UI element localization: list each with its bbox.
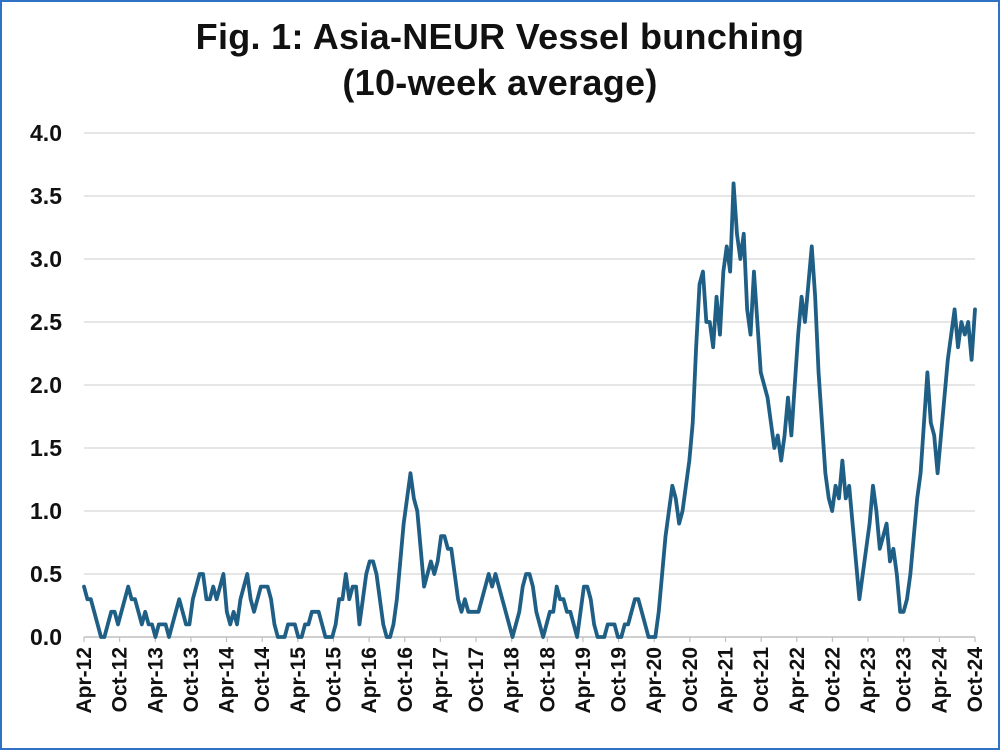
y-tick-label: 1.0 bbox=[30, 498, 62, 524]
x-tick-label: Oct-15 bbox=[322, 647, 345, 713]
gridlines bbox=[84, 132, 975, 575]
x-tick-label: Oct-17 bbox=[465, 647, 488, 712]
x-axis-ticks: Apr-12 Oct-12 Apr-13 Oct-13 Apr-14 Oct-14 Apr-… bbox=[73, 637, 987, 714]
x-tick-label: Apr-23 bbox=[857, 647, 880, 714]
x-tick-label: Oct-12 bbox=[109, 647, 132, 712]
x-tick-label: Apr-13 bbox=[144, 647, 167, 714]
y-tick-label: 3.5 bbox=[30, 183, 62, 209]
y-tick-label: 1.5 bbox=[30, 435, 62, 461]
x-tick-label: Oct-13 bbox=[180, 647, 203, 712]
x-tick-label: Oct-19 bbox=[608, 647, 631, 712]
x-tick-label: Apr-18 bbox=[501, 647, 524, 714]
x-tick-label: Apr-15 bbox=[287, 647, 310, 714]
y-axis-ticks: 0.0 0.5 1.0 1.5 2.0 2.5 3.0 3.5 4.0 bbox=[30, 120, 62, 650]
x-tick-label: Apr-24 bbox=[928, 647, 951, 714]
x-tick-label: Apr-22 bbox=[786, 647, 809, 714]
x-tick-label: Apr-14 bbox=[216, 647, 239, 714]
x-tick-label: Apr-17 bbox=[429, 647, 452, 714]
chart-subtitle: (10-week average) bbox=[342, 62, 658, 103]
x-tick-label: Oct-21 bbox=[750, 647, 773, 713]
y-tick-label: 3.0 bbox=[30, 246, 62, 272]
series-line bbox=[82, 181, 977, 639]
x-tick-label: Apr-16 bbox=[358, 647, 381, 714]
x-tick-label: Oct-16 bbox=[394, 647, 417, 712]
x-tick-label: Oct-14 bbox=[251, 647, 274, 713]
x-tick-label: Oct-23 bbox=[893, 647, 916, 712]
series-lines bbox=[82, 181, 977, 639]
x-tick-label: Oct-20 bbox=[679, 647, 702, 712]
y-tick-label: 0.0 bbox=[30, 624, 62, 650]
x-tick-label: Oct-24 bbox=[964, 647, 987, 713]
y-tick-label: 2.0 bbox=[30, 372, 62, 398]
chart-title: Fig. 1: Asia-NEUR Vessel bunching bbox=[195, 16, 805, 57]
x-tick-label: Apr-21 bbox=[715, 647, 738, 714]
y-tick-label: 2.5 bbox=[30, 309, 62, 335]
x-tick-label: Oct-18 bbox=[536, 647, 559, 713]
y-tick-label: 0.5 bbox=[30, 561, 62, 587]
x-tick-label: Apr-19 bbox=[572, 647, 595, 714]
x-tick-label: Oct-22 bbox=[821, 647, 844, 712]
y-tick-label: 4.0 bbox=[30, 120, 62, 146]
x-tick-label: Apr-20 bbox=[643, 647, 666, 714]
x-tick-label: Apr-12 bbox=[73, 647, 96, 714]
